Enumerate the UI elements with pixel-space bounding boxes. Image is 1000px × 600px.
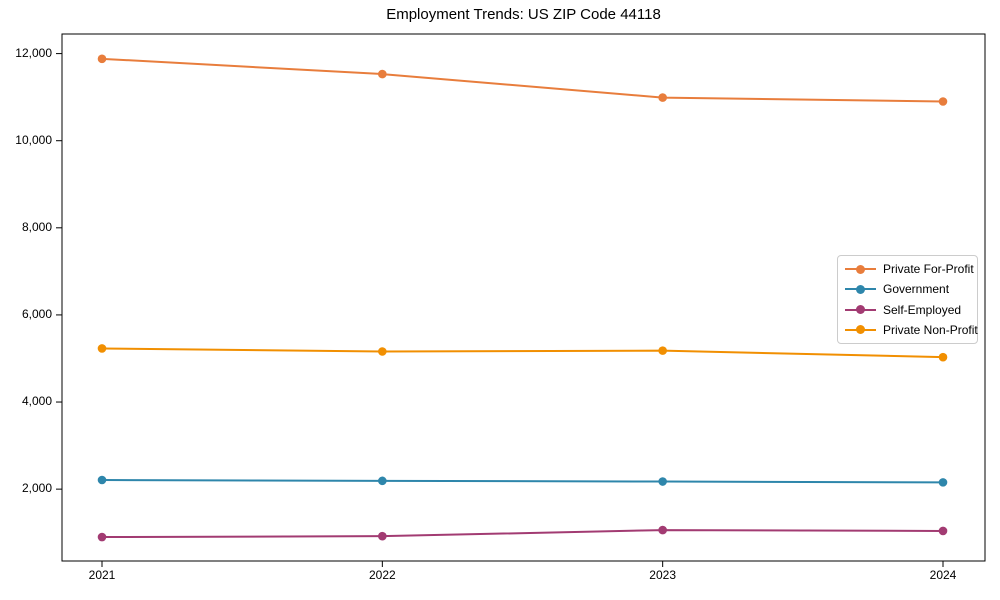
series-marker-government: [938, 478, 948, 487]
series-marker-private-non-profit: [938, 352, 948, 362]
series-marker-private-for-profit: [378, 69, 387, 79]
y-tick-label: 6,000: [21, 306, 52, 321]
legend-marker-icon: [845, 305, 876, 315]
series-line-private-for-profit: [101, 57, 944, 103]
series-marker-private-non-profit: [658, 346, 667, 355]
series-marker-self-employed: [378, 531, 387, 541]
series-line-private-non-profit: [101, 347, 944, 359]
plot-frame: [61, 33, 986, 562]
series-line-self-employed: [101, 529, 944, 539]
x-tick-label: 2024: [929, 568, 957, 582]
legend-label: Private For-Profit: [883, 262, 974, 277]
series-marker-private-non-profit: [378, 347, 387, 356]
series-line-government: [101, 478, 944, 484]
x-tick-label: 2021: [88, 568, 116, 582]
series-marker-private-for-profit: [938, 97, 948, 106]
legend-label: Self-Employed: [883, 302, 962, 317]
series-marker-government: [378, 476, 387, 486]
y-tick-label: 12,000: [15, 45, 52, 60]
y-tick-label: 10,000: [15, 132, 52, 147]
y-tick-label: 2,000: [21, 481, 52, 496]
y-tick-label: 8,000: [21, 219, 52, 234]
legend-label: Private Non-Profit: [883, 322, 978, 337]
series-marker-private-for-profit: [97, 54, 107, 64]
x-tick-label: 2023: [649, 568, 676, 582]
legend-item-government: Government: [845, 282, 977, 296]
y-tick-label: 4,000: [21, 394, 52, 409]
series-marker-private-for-profit: [658, 93, 667, 102]
series-marker-self-employed: [658, 525, 667, 535]
legend-item-self-employed: Self-Employed: [845, 303, 977, 317]
series-marker-self-employed: [938, 526, 948, 536]
legend-item-private-non-profit: Private Non-Profit: [845, 322, 978, 337]
chart-title: Employment Trends: US ZIP Code 44118: [386, 6, 661, 23]
legend-dot: [856, 305, 865, 315]
legend-dot: [856, 325, 865, 335]
legend-marker-icon: [845, 284, 876, 294]
legend-item-private-for-profit: Private For-Profit: [845, 262, 977, 276]
legend-dot: [856, 264, 865, 274]
legend-label: Government: [883, 282, 950, 297]
legend-marker-icon: [845, 264, 876, 274]
legend: Private For-Profit Government Self-Employe…: [837, 255, 978, 344]
series-marker-private-non-profit: [97, 344, 107, 353]
series-marker-government: [658, 477, 667, 486]
x-tick-label: 2022: [368, 568, 396, 582]
legend-marker-icon: [845, 325, 876, 335]
series-marker-self-employed: [97, 532, 107, 542]
legend-dot: [856, 284, 865, 294]
series-marker-government: [97, 475, 107, 485]
